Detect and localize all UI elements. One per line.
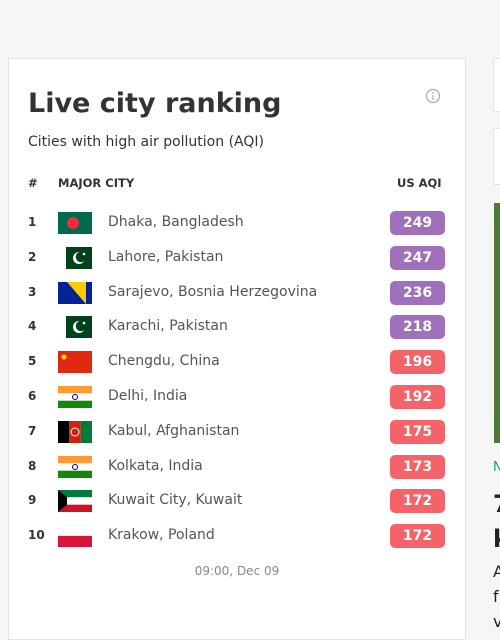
aqi-badge: 175 [390, 419, 445, 444]
side-tag: N [493, 460, 500, 475]
side-body: v [493, 612, 500, 631]
city-name: Dhaka, Bangladesh [108, 214, 244, 230]
flag-icon [58, 490, 92, 513]
city-name: Chengdu, China [108, 353, 220, 370]
aqi-badge: 173 [390, 454, 445, 479]
aqi-badge: 249 [390, 211, 445, 235]
column-header: US AQI [397, 176, 442, 190]
rank: 2 [28, 249, 37, 264]
flag-icon [58, 316, 92, 339]
city-name: Kabul, Afghanistan [108, 422, 240, 439]
flag-icon [58, 212, 92, 234]
rank: 8 [28, 458, 37, 473]
city-name: Sarajevo, Bosnia Herzegovina [108, 283, 318, 300]
side-body: A [493, 562, 500, 581]
side-image [494, 203, 500, 443]
flag-icon [58, 246, 92, 269]
rank: 6 [28, 389, 37, 403]
flag-icon [58, 281, 92, 304]
city-name: Kuwait City, Kuwait [108, 492, 243, 509]
city-name: Lahore, Pakistan [108, 248, 224, 265]
aqi-badge: 236 [390, 280, 445, 305]
flag-icon [58, 455, 92, 478]
flag-icon [58, 420, 92, 443]
side-heading: 7 [493, 490, 500, 518]
aqi-badge: 172 [390, 524, 445, 549]
side-card [493, 128, 500, 185]
flag-icon [57, 524, 93, 548]
rank: 9 [28, 493, 37, 508]
flag-icon [58, 351, 92, 374]
rank: 10 [28, 528, 45, 543]
rank: 3 [28, 284, 37, 299]
rank: 4 [28, 319, 37, 334]
city-name: Delhi, India [108, 388, 188, 404]
aqi-badge: 192 [390, 385, 445, 409]
column-header: # [28, 176, 38, 190]
card-title: Live city ranking [28, 88, 282, 119]
side-heading: k [493, 525, 500, 553]
city-name: Krakow, Poland [108, 527, 215, 544]
info-icon[interactable] [425, 88, 441, 104]
side-card [493, 58, 500, 112]
side-body: f [493, 587, 499, 606]
column-header: MAJOR CITY [58, 176, 135, 190]
rank: 1 [28, 215, 37, 229]
aqi-badge: 196 [390, 350, 445, 375]
aqi-badge: 247 [390, 245, 445, 270]
aqi-badge: 218 [390, 315, 445, 340]
flag-icon [58, 386, 92, 408]
rank: 5 [28, 354, 37, 369]
aqi-badge: 172 [390, 489, 445, 514]
card-subtitle: Cities with high air pollution (AQI) [28, 134, 264, 150]
city-name: Kolkata, India [108, 457, 203, 474]
rank: 7 [28, 423, 37, 438]
city-name: Karachi, Pakistan [108, 318, 228, 335]
timestamp: 09:00, Dec 09 [194, 564, 280, 578]
